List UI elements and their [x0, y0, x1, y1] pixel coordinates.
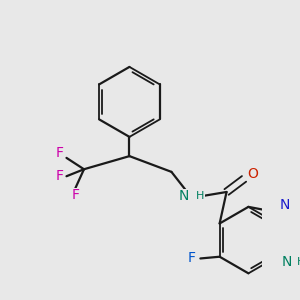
Text: H: H: [196, 191, 204, 201]
Text: F: F: [188, 251, 196, 266]
Text: F: F: [71, 188, 79, 203]
Text: O: O: [248, 167, 258, 182]
Text: H: H: [296, 257, 300, 267]
Text: F: F: [56, 146, 64, 161]
Text: N: N: [178, 189, 189, 203]
Text: N: N: [280, 198, 290, 212]
Text: F: F: [56, 169, 64, 183]
Text: N: N: [282, 255, 292, 269]
